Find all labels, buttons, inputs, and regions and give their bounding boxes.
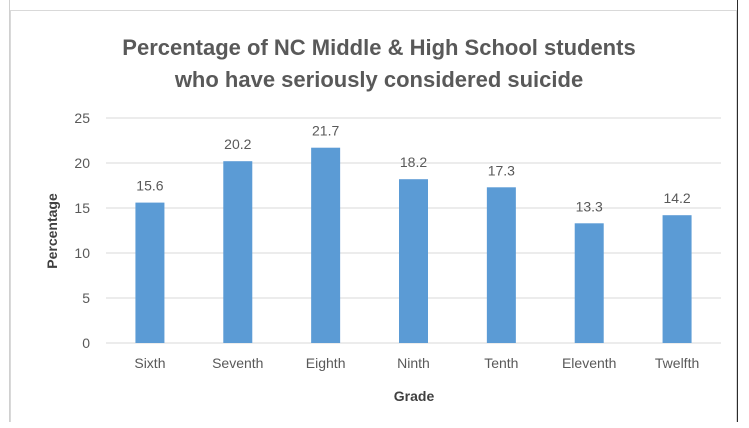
chart-area: Percentage of NC Middle & High School st… — [10, 10, 737, 422]
x-axis-title: Grade — [394, 388, 435, 404]
chart-title-line-1: Percentage of NC Middle & High School st… — [122, 35, 635, 60]
data-label-eleventh: 13.3 — [576, 198, 603, 214]
data-label-sixth: 15.6 — [136, 178, 163, 194]
bar-seventh — [223, 161, 253, 343]
data-label-seventh: 20.2 — [224, 136, 251, 152]
x-tick-label-eleventh: Eleventh — [562, 355, 616, 371]
bar-twelfth — [662, 215, 692, 343]
chart-title-line-2: who have seriously considered suicide — [174, 67, 583, 92]
y-tick-label: 15 — [74, 200, 90, 216]
data-label-tenth: 17.3 — [488, 162, 515, 178]
y-axis-title: Percentage — [44, 193, 60, 269]
x-axis-ticks: Sixth Seventh Eighth Ninth Tenth Eleventh Twel… — [134, 355, 699, 371]
x-tick-label-tenth: Tenth — [484, 355, 518, 371]
y-tick-label: 10 — [74, 245, 90, 261]
bar-chart: Percentage of NC Middle & High School st… — [44, 35, 721, 404]
y-tick-label: 25 — [74, 110, 90, 126]
bar-ninth — [399, 179, 428, 343]
y-tick-label: 0 — [82, 335, 90, 351]
x-tick-label-ninth: Ninth — [397, 355, 430, 371]
bar-tenth — [486, 187, 516, 343]
x-tick-label-sixth: Sixth — [134, 355, 165, 371]
right-edge — [737, 0, 749, 422]
data-label-twelfth: 14.2 — [663, 190, 690, 206]
data-label-eighth: 21.7 — [312, 123, 339, 139]
data-label-ninth: 18.2 — [400, 154, 427, 170]
x-tick-label-twelfth: Twelfth — [655, 355, 699, 371]
bar-sixth — [135, 202, 165, 343]
y-tick-label: 5 — [82, 290, 90, 306]
bars — [135, 147, 692, 343]
y-axis-ticks: 0 5 10 15 20 25 — [74, 110, 90, 351]
bar-eleventh — [574, 223, 604, 343]
x-tick-label-seventh: Seventh — [212, 355, 263, 371]
left-edge — [0, 0, 10, 422]
y-tick-label: 20 — [74, 155, 90, 171]
data-labels: 15.6 20.2 21.7 18.2 17.3 13.3 14.2 — [136, 123, 691, 215]
bar-eighth — [311, 147, 341, 343]
x-tick-label-eighth: Eighth — [306, 355, 346, 371]
